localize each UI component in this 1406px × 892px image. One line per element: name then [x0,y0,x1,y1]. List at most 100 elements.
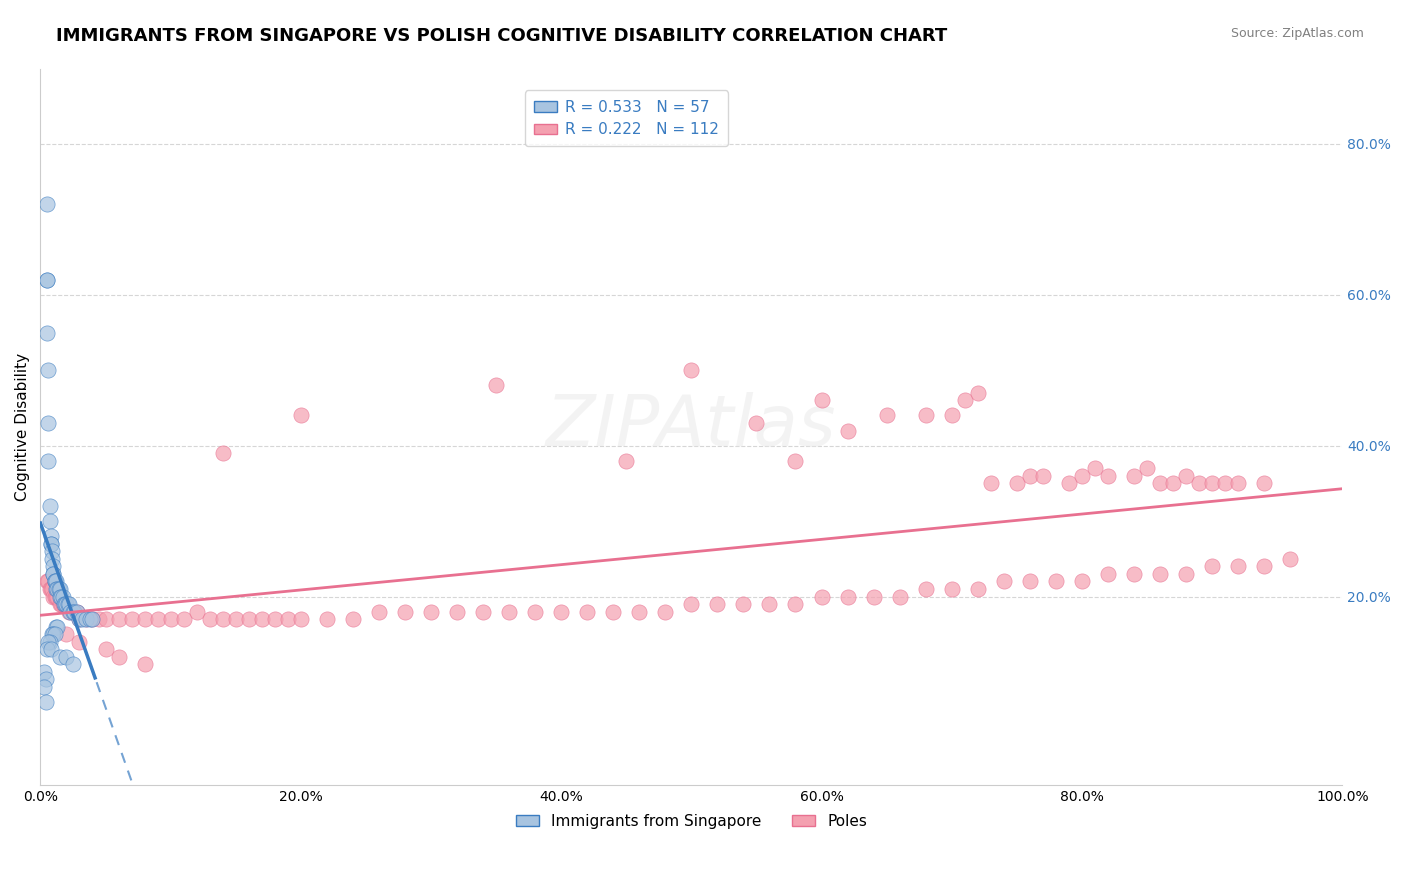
Point [485,378,508,392]
Point [1136,461,1159,475]
Point [121,612,143,626]
Point [48,582,70,596]
Point [35,273,58,287]
Point [55,649,77,664]
Point [263,612,285,626]
Point [1213,476,1236,491]
Point [576,605,599,619]
Point [62,605,84,619]
Point [706,597,728,611]
Point [1123,468,1146,483]
Point [225,612,247,626]
Point [46,620,69,634]
Point [1070,574,1092,589]
Point [966,385,988,400]
Point [1279,551,1302,566]
Point [87,612,110,626]
Point [56,597,79,611]
Point [1188,476,1211,491]
Point [1149,566,1171,581]
Point [35,574,58,589]
Point [1201,559,1223,574]
Point [58,605,80,619]
Point [42,566,65,581]
Point [94,612,117,626]
Point [52,597,75,611]
Point [39,642,62,657]
Point [1227,559,1250,574]
Point [733,597,755,611]
Point [35,642,58,657]
Point [34,673,56,687]
Point [46,582,69,596]
Point [524,605,547,619]
Point [1097,468,1119,483]
Point [69,612,91,626]
Point [52,597,75,611]
Point [69,634,91,648]
Point [1097,566,1119,581]
Point [35,273,58,287]
Point [39,537,62,551]
Point [51,597,73,611]
Point [810,393,832,408]
Point [1253,476,1275,491]
Point [44,574,66,589]
Point [42,566,65,581]
Point [82,612,104,626]
Point [758,597,780,611]
Point [1057,476,1080,491]
Point [159,612,181,626]
Point [1201,476,1223,491]
Point [44,574,66,589]
Point [681,363,703,377]
Point [1070,468,1092,483]
Point [49,597,72,611]
Point [238,612,260,626]
Point [602,605,624,619]
Point [42,590,65,604]
Point [37,454,59,468]
Point [107,649,129,664]
Point [62,657,84,672]
Point [654,605,676,619]
Point [134,657,156,672]
Point [1032,468,1054,483]
Point [472,605,495,619]
Point [914,409,936,423]
Point [58,597,80,611]
Point [342,612,364,626]
Point [614,454,637,468]
Point [35,197,58,211]
Point [876,409,898,423]
Point [94,642,117,657]
Point [55,627,77,641]
Point [889,590,911,604]
Point [837,590,859,604]
Point [37,363,59,377]
Point [39,537,62,551]
Point [82,612,104,626]
Point [173,612,195,626]
Point [51,590,73,604]
Point [49,590,72,604]
Point [941,582,963,596]
Point [1123,566,1146,581]
Point [420,605,443,619]
Point [42,627,65,641]
Point [785,454,807,468]
Point [837,424,859,438]
Point [34,665,56,679]
Point [59,605,82,619]
Point [38,582,60,596]
Point [134,612,156,626]
Point [1253,559,1275,574]
Point [41,627,63,641]
Point [1018,574,1040,589]
Point [745,416,768,430]
Point [49,649,72,664]
Point [34,680,56,694]
Point [69,612,91,626]
Point [55,597,77,611]
Point [49,582,72,596]
